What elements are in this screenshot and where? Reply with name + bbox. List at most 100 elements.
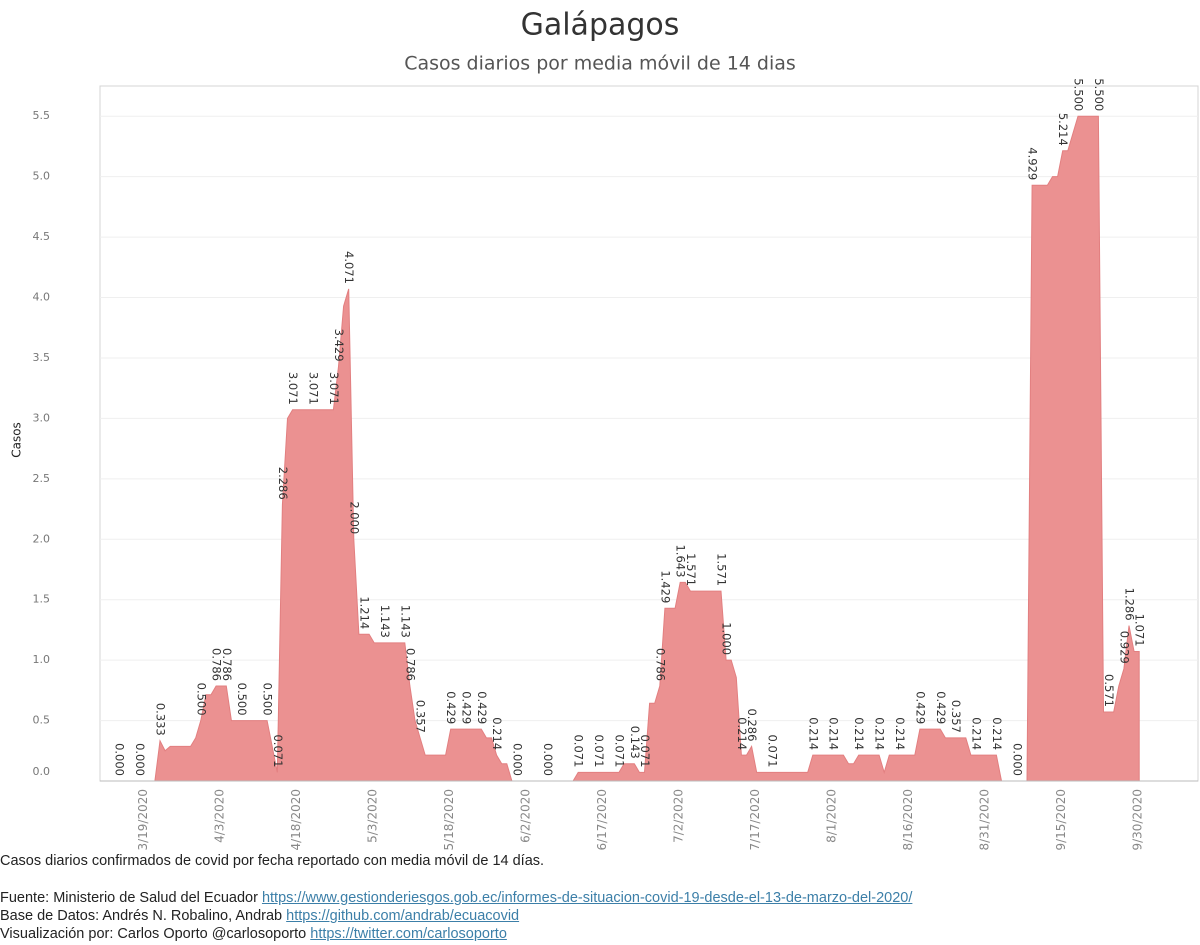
data-label: 0.429 — [475, 691, 489, 724]
data-label: 1.643 — [674, 544, 688, 577]
data-label: 0.000 — [541, 743, 555, 776]
data-label: 0.929 — [1117, 631, 1131, 664]
data-label: 0.071 — [766, 734, 780, 767]
data-label: 4.929 — [1026, 147, 1040, 180]
data-label: 0.333 — [154, 703, 168, 736]
data-label: 0.286 — [745, 708, 759, 741]
data-label: 3.429 — [332, 329, 346, 362]
x-tick-label: 8/16/2020 — [901, 789, 915, 850]
data-label: 0.071 — [572, 734, 586, 767]
data-label: 0.357 — [949, 700, 963, 733]
y-axis-label: Casos — [10, 422, 24, 458]
data-label: 0.429 — [913, 691, 927, 724]
area — [109, 115, 1140, 782]
data-label: 0.000 — [1010, 743, 1024, 776]
x-tick-label: 4/18/2020 — [289, 789, 303, 850]
data-label: 4.071 — [342, 251, 356, 284]
data-label: 0.214 — [990, 717, 1004, 750]
data-label: 0.214 — [970, 717, 984, 750]
data-label: 5.500 — [1072, 78, 1086, 111]
x-tick-label: 3/19/2020 — [136, 789, 150, 850]
x-tick-label: 5/18/2020 — [442, 789, 456, 850]
data-label: 1.571 — [684, 553, 698, 586]
data-label: 0.214 — [806, 717, 820, 750]
data-label: 0.357 — [414, 700, 428, 733]
data-label: 0.429 — [460, 691, 474, 724]
data-label: 2.000 — [347, 501, 361, 534]
data-label: 0.214 — [893, 717, 907, 750]
data-label: 0.786 — [653, 648, 667, 681]
x-tick-label: 8/1/2020 — [825, 789, 839, 843]
data-label: 0.786 — [210, 648, 224, 681]
data-label: 0.786 — [220, 648, 234, 681]
x-tick-label: 6/17/2020 — [595, 789, 609, 850]
credit-text: Visualización por: Carlos Oporto @carlos… — [0, 926, 307, 942]
credit: Base de Datos: Andrés N. Robalino, Andra… — [0, 908, 519, 924]
data-label: 0.071 — [613, 734, 627, 767]
data-label: 1.071 — [1133, 614, 1147, 647]
data-label: 0.429 — [934, 691, 948, 724]
x-tick-label: 9/30/2020 — [1131, 789, 1145, 850]
credit-link[interactable]: https://github.com/andrab/ecuacovid — [286, 908, 520, 924]
data-label: 0.214 — [490, 717, 504, 750]
credit-text: Base de Datos: Andrés N. Robalino, Andra… — [0, 908, 283, 924]
y-tick-label: 5.0 — [33, 170, 51, 183]
data-label: 1.214 — [358, 596, 372, 629]
data-label: 0.000 — [113, 743, 127, 776]
y-tick-label: 3.5 — [33, 351, 51, 364]
data-label: 0.071 — [271, 734, 285, 767]
data-label: 3.071 — [307, 372, 321, 405]
credit: Fuente: Ministerio de Salud del Ecuador … — [0, 890, 912, 906]
data-label: 0.214 — [735, 717, 749, 750]
data-label: 1.000 — [720, 622, 734, 655]
data-label: 0.214 — [873, 717, 887, 750]
data-label: 1.571 — [715, 553, 729, 586]
chart-subtitle: Casos diarios por media móvil de 14 dias — [404, 53, 796, 75]
data-label: 5.214 — [1056, 113, 1070, 146]
y-tick-label: 2.0 — [33, 532, 51, 545]
x-tick-label: 7/17/2020 — [748, 789, 762, 850]
data-label: 0.500 — [261, 683, 275, 716]
chart: Galápagos Casos diarios por media móvil … — [10, 8, 1199, 850]
y-tick-label: 1.5 — [33, 593, 51, 606]
y-tick-label: 3.0 — [33, 411, 51, 424]
x-tick-label: 5/3/2020 — [366, 789, 380, 843]
credit-link[interactable]: https://twitter.com/carlosoporto — [310, 926, 507, 942]
data-label: 5.500 — [1092, 78, 1106, 111]
y-tick-label: 5.5 — [33, 109, 51, 122]
y-tick-label: 2.5 — [33, 472, 51, 485]
data-label: 0.214 — [827, 717, 841, 750]
y-tick-label: 4.5 — [33, 230, 51, 243]
credit-text: Fuente: Ministerio de Salud del Ecuador — [0, 890, 258, 906]
data-label: 0.500 — [235, 683, 249, 716]
data-label: 0.000 — [133, 743, 147, 776]
data-label: 2.286 — [276, 467, 290, 500]
y-tick-label: 4.0 — [33, 291, 51, 304]
credit: Visualización por: Carlos Oporto @carlos… — [0, 926, 507, 942]
y-tick-label: 0.0 — [33, 765, 51, 778]
x-tick-label: 9/15/2020 — [1054, 789, 1068, 850]
x-tick-label: 7/2/2020 — [672, 789, 686, 843]
data-label: 0.071 — [592, 734, 606, 767]
x-tick-label: 8/31/2020 — [978, 789, 992, 850]
x-tick-label: 6/2/2020 — [519, 789, 533, 843]
footnote: Casos diarios confirmados de covid por f… — [0, 853, 545, 869]
data-label: 0.214 — [852, 717, 866, 750]
data-label: 1.143 — [398, 605, 412, 638]
data-label: 1.143 — [378, 605, 392, 638]
data-label: 1.429 — [658, 570, 672, 603]
data-label: 0.143 — [628, 726, 642, 759]
x-tick-label: 4/3/2020 — [213, 789, 227, 843]
data-label: 3.071 — [327, 372, 341, 405]
data-label: 0.786 — [403, 648, 417, 681]
data-label: 0.571 — [1102, 674, 1116, 707]
data-label: 0.500 — [194, 683, 208, 716]
y-tick-label: 0.5 — [33, 714, 51, 727]
data-label: 0.000 — [511, 743, 525, 776]
data-label: 0.071 — [638, 734, 652, 767]
credit-link[interactable]: https://www.gestionderiesgos.gob.ec/info… — [261, 890, 913, 906]
data-label: 3.071 — [286, 372, 300, 405]
data-label: 1.286 — [1123, 588, 1137, 621]
data-label: 0.429 — [444, 691, 458, 724]
